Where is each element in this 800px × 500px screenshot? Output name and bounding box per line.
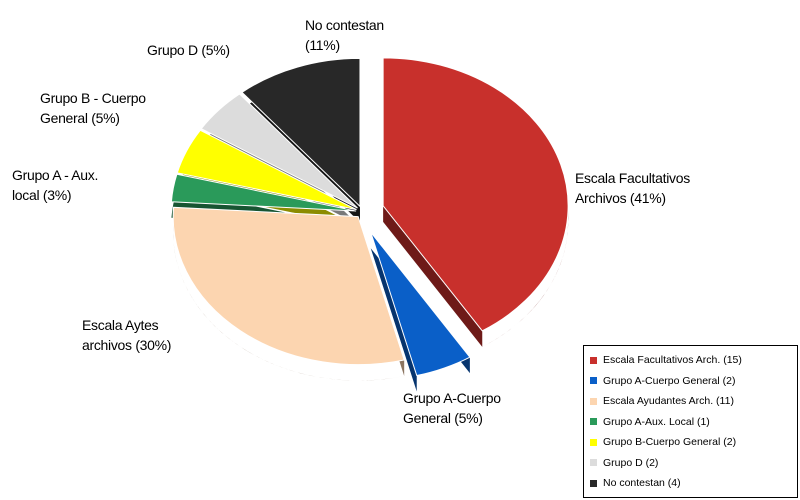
slice [172, 206, 405, 366]
legend-item: Grupo A-Cuerpo General (2) [590, 371, 791, 392]
legend-item: Grupo D (2) [590, 453, 791, 474]
legend-item: Escala Ayudantes Arch. (11) [590, 391, 791, 412]
legend-label: Escala Facultativos Arch. (15) [603, 354, 742, 367]
slice [241, 57, 361, 208]
legend-item: Grupo A-Aux. Local (1) [590, 412, 791, 433]
legend-swatch [590, 459, 597, 467]
slice [176, 129, 357, 211]
legend-swatch [590, 397, 597, 405]
legend-label: Escala Ayudantes Arch. (11) [603, 395, 734, 408]
slice-label: Grupo D (5%) [147, 42, 230, 58]
legend-label: Grupo A-Aux. Local (1) [603, 415, 710, 428]
legend-label: Grupo B-Cuerpo General (2) [603, 436, 737, 449]
legend-item: Escala Facultativos Arch. (15) [590, 350, 791, 371]
slice [200, 93, 358, 209]
legend-swatch [590, 438, 597, 446]
legend-swatch [590, 479, 597, 487]
slice-label: Escala Aytes archivos (30%) [82, 317, 172, 353]
legend: Escala Facultativos Arch. (15) Grupo A-Cu… [583, 345, 798, 498]
legend-item: Grupo B-Cuerpo General (2) [590, 432, 791, 453]
slice-label: Escala Facultativos Archivos (41%) [575, 170, 690, 206]
legend-item: No contestan (4) [590, 473, 791, 494]
legend-label: No contestan (4) [603, 477, 681, 490]
legend-swatch [590, 418, 597, 426]
slice [370, 231, 471, 377]
slice [170, 173, 357, 212]
legend-label: Grupo A-Cuerpo General (2) [603, 374, 736, 387]
legend-swatch [590, 356, 597, 364]
slice-label: Grupo A - Aux. local (3%) [12, 167, 99, 203]
slice-label: Grupo A-Cuerpo General (5%) [403, 390, 501, 426]
slice-label: Grupo B - Cuerpo General (5%) [40, 90, 146, 126]
slice [382, 57, 569, 332]
legend-swatch [590, 377, 597, 385]
legend-label: Grupo D (2) [603, 456, 659, 469]
slice-label: No contestan (11%) [305, 17, 384, 53]
